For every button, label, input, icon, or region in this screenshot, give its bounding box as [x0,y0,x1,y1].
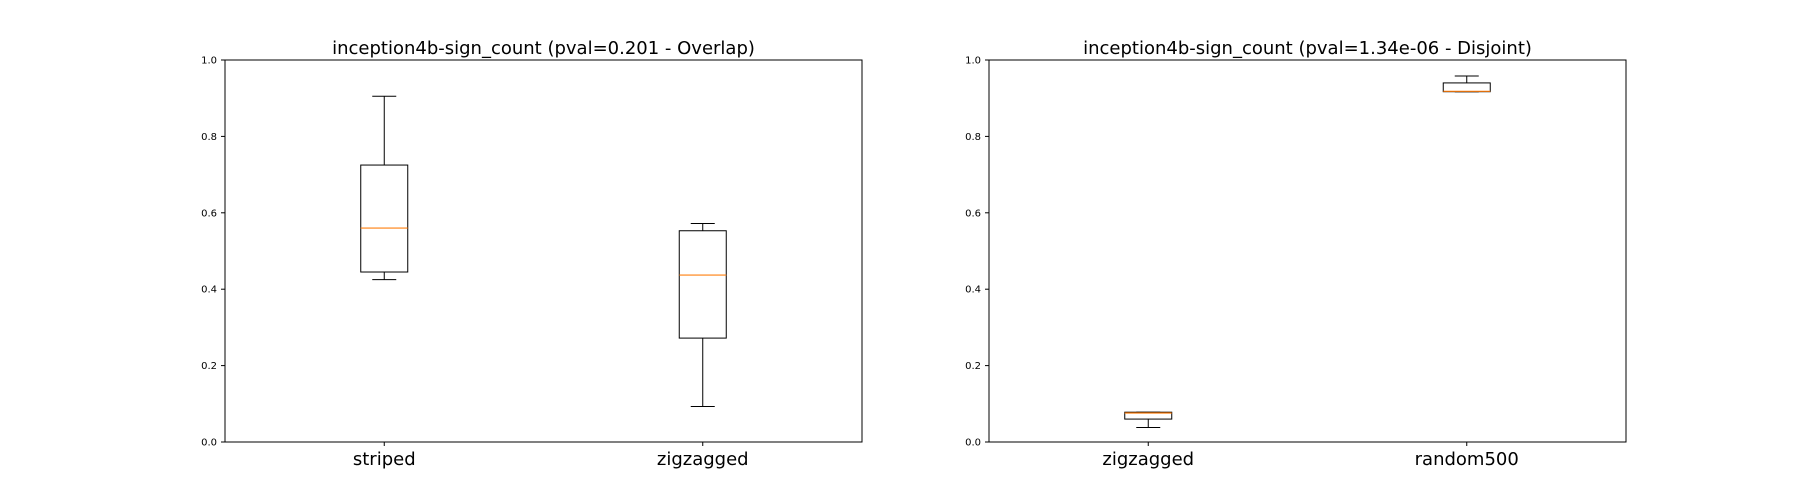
x-tick-label: random500 [1415,449,1519,470]
y-tick-label: 0.2 [201,361,217,372]
y-tick-label: 1.0 [201,56,217,67]
box-zigzagged [678,222,727,407]
x-tick-label: zigzagged [1102,449,1194,470]
y-tick-label: 0.8 [965,132,981,143]
box-zigzagged [1124,411,1173,428]
chart-panel-2: inception4b-sign_count (pval=1.34e-06 - … [965,38,1627,470]
y-tick-label: 0.8 [201,132,217,143]
y-tick-label: 0.2 [965,361,981,372]
iqr-box [1124,411,1173,420]
y-tick-label: 0.0 [965,438,981,449]
chart-panel-1: inception4b-sign_count (pval=0.201 - Ove… [201,38,863,470]
y-tick-label: 0.6 [965,208,981,219]
axes-frame [224,59,863,443]
x-tick-label: zigzagged [657,449,749,470]
iqr-box [1442,82,1491,93]
y-tick-label: 0.0 [201,438,217,449]
box-random500 [1442,75,1491,93]
box-striped [360,95,409,281]
y-tick-label: 0.6 [201,208,217,219]
axes-frame [988,59,1627,443]
x-tick-label: striped [353,449,416,470]
y-tick-label: 0.4 [201,285,217,296]
chart-title: inception4b-sign_count (pval=0.201 - Ove… [332,38,755,59]
y-tick-label: 1.0 [965,56,981,67]
iqr-box [678,230,727,339]
iqr-box [360,164,409,273]
y-tick-label: 0.4 [965,285,981,296]
chart-title: inception4b-sign_count (pval=1.34e-06 - … [1083,38,1532,59]
